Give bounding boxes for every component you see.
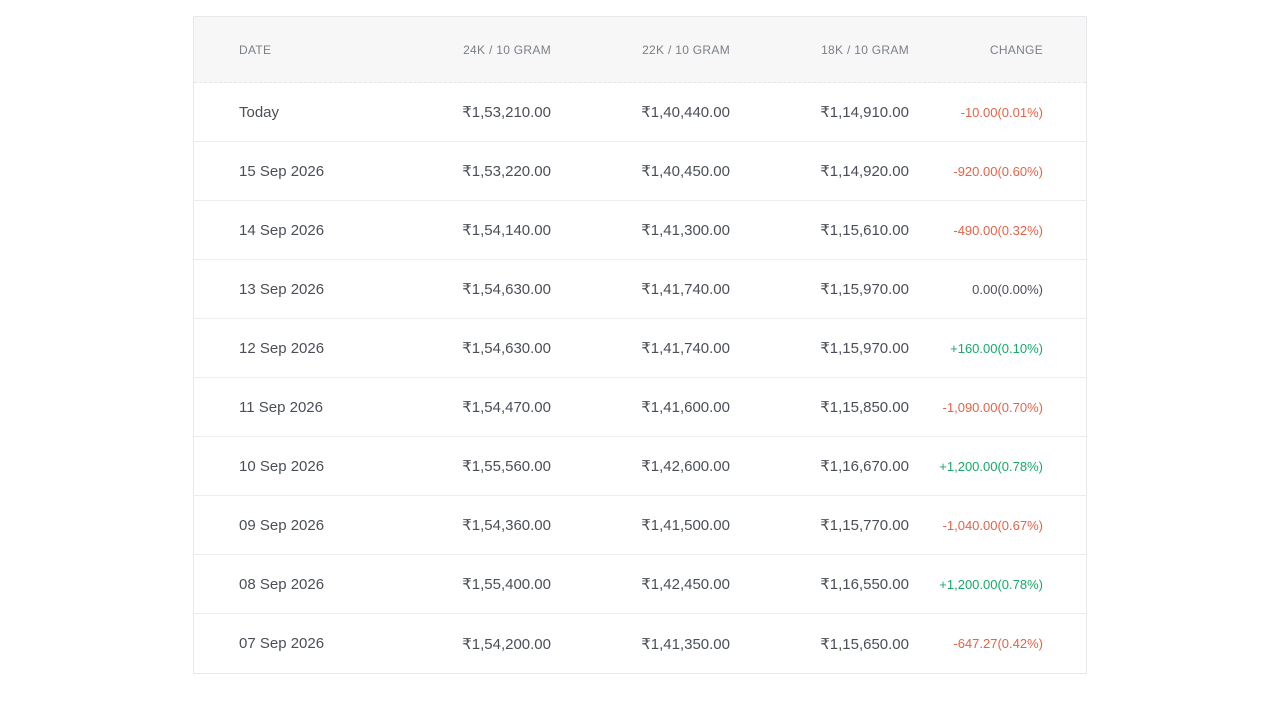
cell-24k-price: ₹1,54,470.00 [462,399,551,416]
table-row: 13 Sep 2026 ₹1,54,630.00 ₹1,41,740.00 ₹1,15… [194,260,1086,319]
header-change: CHANGE [989,42,1043,57]
cell-22k-price: ₹1,41,500.00 [641,517,730,534]
cell-18k-price: ₹1,14,910.00 [820,104,909,121]
cell-date: 14 Sep 2026 [239,221,325,239]
cell-18k-price: ₹1,14,920.00 [820,163,909,180]
cell-18k-price: ₹1,15,610.00 [820,222,909,239]
cell-change: -490.00(0.32%) [953,222,1043,238]
cell-change: -920.00(0.60%) [953,163,1043,179]
table-body: Today ₹1,53,210.00 ₹1,40,440.00 ₹1,14,910.0… [194,83,1086,673]
cell-change: -1,090.00(0.70%) [942,399,1043,415]
header-22k: 22K / 10 GRAM [642,42,730,57]
cell-change: +160.00(0.10%) [950,340,1043,356]
cell-24k-price: ₹1,54,360.00 [462,517,551,534]
cell-22k-price: ₹1,42,600.00 [641,458,730,475]
cell-date: 08 Sep 2026 [239,575,325,593]
cell-24k-price: ₹1,53,210.00 [462,104,551,121]
table-row: 10 Sep 2026 ₹1,55,560.00 ₹1,42,600.00 ₹1,16… [194,437,1086,496]
header-date: DATE [239,42,272,57]
cell-22k-price: ₹1,41,740.00 [641,281,730,298]
cell-24k-price: ₹1,54,630.00 [462,281,551,298]
cell-18k-price: ₹1,15,770.00 [820,517,909,534]
cell-18k-price: ₹1,15,970.00 [820,281,909,298]
cell-date: 15 Sep 2026 [239,162,325,180]
table-row: 15 Sep 2026 ₹1,53,220.00 ₹1,40,450.00 ₹1,14… [194,142,1086,201]
cell-24k-price: ₹1,55,560.00 [462,458,551,475]
table-row: Today ₹1,53,210.00 ₹1,40,440.00 ₹1,14,910.0… [194,83,1086,142]
cell-date: 12 Sep 2026 [239,339,325,357]
cell-date: 07 Sep 2026 [239,635,325,652]
cell-24k-price: ₹1,54,630.00 [462,340,551,357]
cell-change: +1,200.00(0.78%) [939,458,1043,474]
cell-date: 13 Sep 2026 [239,280,325,298]
cell-22k-price: ₹1,42,450.00 [641,576,730,593]
table-row: 07 Sep 2026 ₹1,54,200.00 ₹1,41,350.00 ₹1,15… [194,614,1086,673]
table-row: 08 Sep 2026 ₹1,55,400.00 ₹1,42,450.00 ₹1,16… [194,555,1086,614]
cell-22k-price: ₹1,40,440.00 [641,104,730,121]
cell-18k-price: ₹1,16,670.00 [820,458,909,475]
table-row: 11 Sep 2026 ₹1,54,470.00 ₹1,41,600.00 ₹1,15… [194,378,1086,437]
cell-18k-price: ₹1,16,550.00 [820,576,909,593]
cell-date: 09 Sep 2026 [239,516,325,534]
cell-24k-price: ₹1,55,400.00 [462,576,551,593]
cell-22k-price: ₹1,40,450.00 [641,163,730,180]
cell-date: 10 Sep 2026 [239,457,325,475]
table-row: 14 Sep 2026 ₹1,54,140.00 ₹1,41,300.00 ₹1,15… [194,201,1086,260]
cell-24k-price: ₹1,54,140.00 [462,222,551,239]
table-row: 12 Sep 2026 ₹1,54,630.00 ₹1,41,740.00 ₹1,15… [194,319,1086,378]
cell-change: -1,040.00(0.67%) [942,517,1043,533]
cell-date: Today [239,103,280,121]
gold-price-history-table: DATE 24K / 10 GRAM 22K / 10 GRAM 18K / 1… [193,16,1087,674]
cell-24k-price: ₹1,53,220.00 [462,163,551,180]
cell-18k-price: ₹1,15,850.00 [820,399,909,416]
cell-24k-price: ₹1,54,200.00 [462,635,551,653]
cell-change: -647.27(0.42%) [953,636,1043,651]
cell-22k-price: ₹1,41,350.00 [641,635,730,653]
cell-22k-price: ₹1,41,600.00 [641,399,730,416]
table-row: 09 Sep 2026 ₹1,54,360.00 ₹1,41,500.00 ₹1,15… [194,496,1086,555]
cell-22k-price: ₹1,41,740.00 [641,340,730,357]
cell-22k-price: ₹1,41,300.00 [641,222,730,239]
cell-change: 0.00(0.00%) [972,281,1043,297]
cell-date: 11 Sep 2026 [239,398,323,416]
cell-change: +1,200.00(0.78%) [939,576,1043,592]
table-header: DATE 24K / 10 GRAM 22K / 10 GRAM 18K / 1… [194,17,1086,83]
cell-18k-price: ₹1,15,650.00 [820,635,909,653]
header-24k: 24K / 10 GRAM [463,42,551,57]
header-18k: 18K / 10 GRAM [821,42,909,57]
cell-change: -10.00(0.01%) [960,104,1043,120]
cell-18k-price: ₹1,15,970.00 [820,340,909,357]
